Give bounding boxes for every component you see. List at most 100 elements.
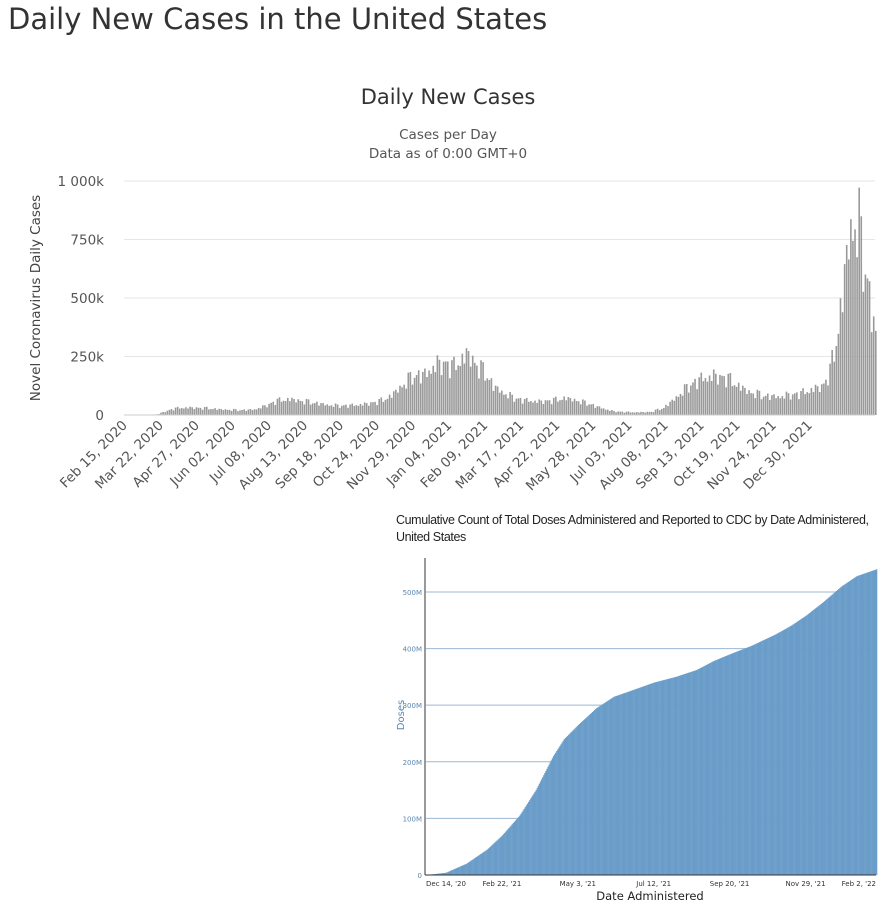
dose-bar <box>792 624 794 875</box>
daily-bar <box>463 363 466 415</box>
dose-bar <box>633 689 635 875</box>
dose-bar <box>493 843 495 875</box>
daily-bar <box>567 397 570 415</box>
daily-bar <box>517 398 520 415</box>
daily-bar <box>164 412 166 415</box>
dose-bar <box>559 745 561 875</box>
dose-bar <box>594 710 596 875</box>
daily-bar <box>783 398 786 415</box>
daily-bar <box>528 401 530 415</box>
daily-bar <box>519 397 522 415</box>
dose-bar <box>778 632 780 875</box>
x-axis-ticks: Dec 14, '20 Feb 22, '21 May 3, '21 Jul 12, … <box>426 880 876 888</box>
dose-bar <box>738 650 740 875</box>
daily-bar <box>773 394 775 415</box>
dose-bar <box>441 873 443 875</box>
daily-bar <box>345 404 347 415</box>
dose-bar <box>855 576 857 875</box>
dose-bar <box>876 569 878 875</box>
daily-bar <box>274 405 277 415</box>
dose-bar <box>585 718 587 875</box>
dose-bar <box>516 819 518 875</box>
daily-bar <box>739 390 742 415</box>
daily-bar <box>594 407 597 415</box>
daily-bar <box>218 408 221 415</box>
dose-bar <box>613 696 615 875</box>
dose-bar <box>511 824 513 875</box>
daily-bar <box>509 391 511 415</box>
daily-bar <box>702 381 705 415</box>
daily-bar <box>563 396 565 415</box>
daily-bar <box>806 392 809 415</box>
daily-bar <box>181 408 183 415</box>
daily-bar <box>449 378 451 415</box>
daily-bar <box>395 389 397 415</box>
dose-bar <box>706 664 709 875</box>
daily-bar <box>731 386 734 415</box>
dose-bar <box>555 752 557 875</box>
daily-bar <box>588 404 590 415</box>
dose-bar <box>529 800 531 875</box>
daily-bar <box>380 397 383 415</box>
dose-bar <box>857 575 859 875</box>
dose-bar <box>655 681 658 875</box>
dose-bar <box>642 686 645 875</box>
dose-bar <box>589 714 592 875</box>
dose-bar <box>786 628 788 875</box>
dose-bar <box>519 815 521 875</box>
chart-title: Daily New Cases <box>361 85 536 109</box>
dose-bar <box>697 669 699 875</box>
dose-bar <box>460 866 462 875</box>
daily-bar <box>301 401 304 415</box>
dose-bar <box>571 731 573 875</box>
dose-bar <box>805 615 807 875</box>
daily-bar <box>193 409 196 415</box>
dose-bar <box>795 622 798 875</box>
dose-bar <box>841 586 843 875</box>
dose-bar <box>700 667 702 875</box>
daily-bar <box>719 374 721 415</box>
dose-bar <box>551 758 554 875</box>
dose-bar <box>704 665 706 875</box>
daily-bar <box>777 396 779 415</box>
dose-bar <box>702 666 704 875</box>
dose-bar <box>612 697 614 875</box>
daily-bar <box>208 409 210 415</box>
dose-bar <box>512 822 515 875</box>
dose-bar <box>845 583 847 875</box>
dose-bar <box>578 723 581 875</box>
dose-bar <box>832 593 834 875</box>
y-tick-label: 0 <box>95 408 104 424</box>
daily-bar <box>750 393 752 415</box>
daily-bar <box>297 399 299 415</box>
daily-bar <box>446 361 449 415</box>
x-tick-label: Jul 12, '21 <box>635 880 671 888</box>
dose-bar <box>557 749 559 875</box>
dose-bar <box>767 638 769 875</box>
dose-bar <box>652 682 654 875</box>
daily-bar <box>438 359 441 415</box>
dose-bar <box>547 766 549 875</box>
daily-bar <box>546 400 549 415</box>
dose-bar <box>588 715 590 875</box>
daily-bar <box>270 402 272 415</box>
daily-bar <box>710 381 713 415</box>
daily-bar <box>729 372 732 415</box>
dose-bar <box>703 666 705 875</box>
daily-bar <box>825 379 827 415</box>
daily-bar <box>854 229 856 415</box>
dose-bar <box>501 835 504 876</box>
daily-bar <box>860 216 863 415</box>
daily-bar <box>698 377 700 415</box>
daily-bar <box>808 393 811 415</box>
dose-bar <box>835 590 838 875</box>
daily-bar <box>255 409 258 415</box>
dose-bar <box>833 592 836 875</box>
dose-bar <box>663 679 665 875</box>
daily-bar <box>282 400 285 415</box>
daily-bar <box>611 409 613 415</box>
dose-bar <box>814 608 816 875</box>
dose-bar <box>779 631 781 875</box>
daily-bar <box>725 387 727 415</box>
daily-bar <box>737 382 740 415</box>
